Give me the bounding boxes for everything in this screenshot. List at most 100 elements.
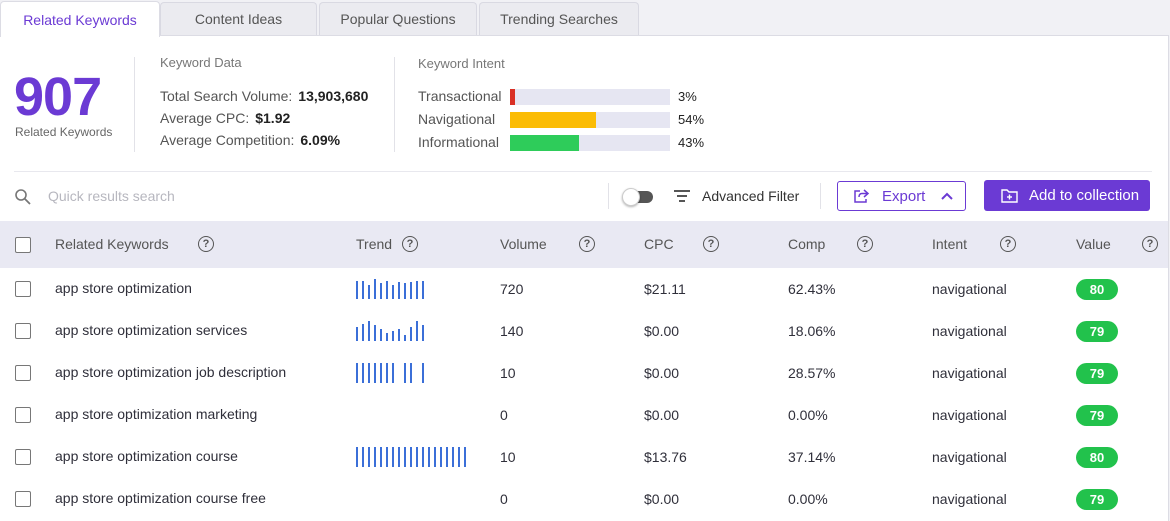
- keyword-cell[interactable]: app store optimization services: [55, 322, 248, 338]
- keyword-cell[interactable]: app store optimization: [55, 280, 192, 296]
- volume-cell: 720: [500, 281, 524, 297]
- advanced-filter-toggle[interactable]: [622, 188, 654, 206]
- average-cpc: Average CPC: $1.92: [160, 110, 290, 126]
- intent-percent-transactional: 3%: [678, 89, 697, 104]
- intent-bar-informational: [510, 135, 670, 151]
- keyword-cell[interactable]: app store optimization course: [55, 448, 238, 464]
- chevron-up-icon: [941, 192, 954, 200]
- trend-bar: [386, 333, 388, 341]
- table-row[interactable]: app store optimization marketing 0 $0.00 0.…: [0, 394, 1168, 436]
- table-row[interactable]: app store optimization services 140 $0.00 1…: [0, 310, 1168, 352]
- trend-bar: [374, 325, 376, 341]
- trend-bar: [404, 363, 406, 383]
- tab-popular-questions[interactable]: Popular Questions: [319, 2, 477, 35]
- tab-bar: Related Keywords Content Ideas Popular Q…: [0, 0, 1170, 37]
- trend-bar: [386, 281, 388, 299]
- value-badge: 79: [1076, 405, 1118, 426]
- column-header-comp[interactable]: Comp: [788, 236, 826, 252]
- trend-bar: [374, 279, 376, 299]
- divider: [608, 183, 609, 209]
- total-search-volume: Total Search Volume: 13,903,680: [160, 88, 368, 104]
- cpc-cell: $0.00: [644, 491, 680, 507]
- tab-content-ideas[interactable]: Content Ideas: [160, 2, 317, 35]
- trend-bar: [398, 447, 400, 467]
- trend-bar: [434, 447, 436, 467]
- trend-sparkline: [356, 277, 424, 299]
- tab-related-keywords[interactable]: Related Keywords: [0, 1, 160, 37]
- value-badge: 79: [1076, 363, 1118, 384]
- quick-search-input[interactable]: Quick results search: [48, 188, 175, 204]
- column-header-trend[interactable]: Trend: [356, 236, 393, 252]
- advanced-filter-label[interactable]: Advanced Filter: [702, 188, 800, 204]
- trend-bar: [374, 363, 376, 383]
- divider: [394, 57, 395, 152]
- intent-percent-informational: 43%: [678, 135, 705, 150]
- trend-bar: [392, 285, 394, 299]
- keyword-cell[interactable]: app store optimization marketing: [55, 406, 258, 422]
- trend-bar: [410, 327, 412, 341]
- trend-bar: [410, 447, 412, 467]
- trend-bar: [380, 447, 382, 467]
- value-badge: 80: [1076, 447, 1118, 468]
- trend-bar: [422, 325, 424, 341]
- intent-cell: navigational: [932, 365, 1007, 381]
- question-icon[interactable]: ?: [1000, 236, 1016, 252]
- question-icon[interactable]: ?: [402, 236, 418, 252]
- column-header-volume[interactable]: Volume: [500, 236, 547, 252]
- cpc-cell: $0.00: [644, 407, 680, 423]
- select-all-checkbox[interactable]: [15, 237, 31, 253]
- intent-cell: navigational: [932, 491, 1007, 507]
- trend-bar: [362, 363, 364, 383]
- average-competition-value: 6.09%: [300, 132, 341, 148]
- comp-cell: 37.14%: [788, 449, 836, 465]
- table-row[interactable]: app store optimization course free 0 $0.00…: [0, 478, 1168, 520]
- keyword-cell[interactable]: app store optimization job description: [55, 364, 287, 380]
- column-header-keyword[interactable]: Related Keywords: [55, 236, 169, 252]
- add-to-collection-label: Add to collection: [1029, 187, 1140, 204]
- export-button[interactable]: Export: [837, 181, 966, 211]
- column-header-cpc[interactable]: CPC: [644, 236, 674, 252]
- volume-cell: 10: [500, 365, 516, 381]
- question-icon[interactable]: ?: [1142, 236, 1158, 252]
- add-to-collection-button[interactable]: Add to collection: [984, 180, 1150, 211]
- trend-bar: [380, 283, 382, 299]
- column-header-intent[interactable]: Intent: [932, 236, 968, 252]
- related-keywords-count-label: Related Keywords: [15, 125, 113, 139]
- toggle-knob: [622, 188, 640, 206]
- trend-bar: [374, 447, 376, 467]
- trend-bar: [392, 447, 394, 467]
- trend-bar: [356, 363, 358, 383]
- tab-trending-searches[interactable]: Trending Searches: [479, 2, 639, 35]
- keyword-cell[interactable]: app store optimization course free: [55, 490, 266, 506]
- total-search-volume-value: 13,903,680: [298, 88, 369, 104]
- table-row[interactable]: app store optimization course 10 $13.76 37.…: [0, 436, 1168, 478]
- trend-bar: [428, 447, 430, 467]
- row-checkbox[interactable]: [15, 491, 31, 507]
- cpc-cell: $0.00: [644, 323, 680, 339]
- row-checkbox[interactable]: [15, 449, 31, 465]
- trend-sparkline: [356, 361, 424, 383]
- export-label: Export: [882, 187, 926, 205]
- trend-bar: [404, 335, 406, 341]
- trend-bar: [458, 447, 460, 467]
- table-row[interactable]: app store optimization job description 10…: [0, 352, 1168, 394]
- row-checkbox[interactable]: [15, 407, 31, 423]
- divider: [14, 171, 1152, 172]
- results-panel: 907 Related Keywords Keyword Data Total …: [0, 35, 1169, 521]
- row-checkbox[interactable]: [15, 365, 31, 381]
- average-competition-label: Average Competition:: [160, 132, 295, 148]
- question-icon[interactable]: ?: [857, 236, 873, 252]
- trend-bar: [368, 363, 370, 383]
- trend-bar: [368, 321, 370, 341]
- question-icon[interactable]: ?: [579, 236, 595, 252]
- question-icon[interactable]: ?: [703, 236, 719, 252]
- intent-cell: navigational: [932, 281, 1007, 297]
- comp-cell: 62.43%: [788, 281, 836, 297]
- table-row[interactable]: app store optimization 720 $21.11 62.43% nav…: [0, 268, 1168, 310]
- value-badge: 79: [1076, 489, 1118, 510]
- row-checkbox[interactable]: [15, 323, 31, 339]
- row-checkbox[interactable]: [15, 281, 31, 297]
- trend-bar: [398, 282, 400, 299]
- column-header-value[interactable]: Value: [1076, 236, 1111, 252]
- question-icon[interactable]: ?: [198, 236, 214, 252]
